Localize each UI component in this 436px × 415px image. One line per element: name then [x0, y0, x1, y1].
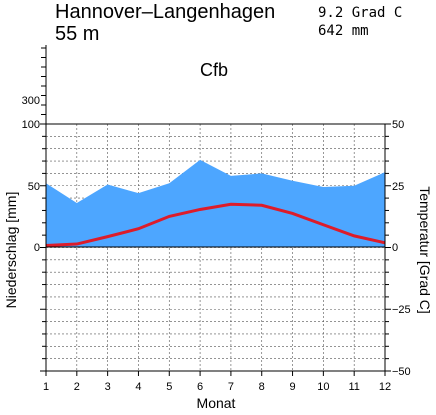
- x-tick-label: 10: [317, 381, 329, 393]
- mean-temperature-label: 9.2 Grad C: [318, 5, 402, 21]
- left-tick-label-0: 0: [34, 242, 40, 254]
- right-tick-label-25: 25: [392, 181, 404, 193]
- right-tick-label-50: 50: [392, 119, 404, 131]
- x-tick-label: 5: [166, 381, 172, 393]
- precipitation-area: [46, 159, 385, 248]
- x-tick-label: 3: [105, 381, 111, 393]
- x-tick-label: 7: [228, 381, 234, 393]
- x-tick-label: 1: [43, 381, 49, 393]
- axis-ticks: [40, 123, 391, 376]
- y-axis-title-left: Niederschlag [mm]: [3, 192, 19, 309]
- temperature-line: [45, 202, 386, 248]
- left-tick-label-100: 100: [22, 119, 40, 131]
- elevation-label: 55 m: [55, 23, 99, 45]
- x-tick-label: 9: [289, 381, 295, 393]
- climate-classification: Cfb: [200, 60, 228, 80]
- left-tick-label-50: 50: [28, 181, 40, 193]
- right-tick-label-minus25: −25: [392, 304, 411, 316]
- x-axis-title: Monat: [197, 395, 236, 411]
- right-tick-label-minus50: −50: [392, 366, 411, 378]
- x-tick-label: 12: [379, 381, 391, 393]
- x-tick-labels: 1 2 3 4 5 6 7 8 9 10 11 12: [43, 381, 391, 393]
- x-tick-label: 4: [135, 381, 141, 393]
- annual-precipitation-label: 642 mm: [318, 23, 369, 39]
- y-axis-title-right: Temperatur [Grad C]: [417, 186, 433, 314]
- station-name: Hannover–Langenhagen: [55, 1, 275, 23]
- x-tick-label: 6: [197, 381, 203, 393]
- x-tick-label: 2: [74, 381, 80, 393]
- upper-axis-tick-label-300: 300: [22, 95, 40, 107]
- x-tick-label: 11: [348, 381, 359, 393]
- right-tick-label-0: 0: [392, 242, 398, 254]
- upper-axis-ticks: [41, 47, 46, 125]
- x-tick-label: 8: [259, 381, 265, 393]
